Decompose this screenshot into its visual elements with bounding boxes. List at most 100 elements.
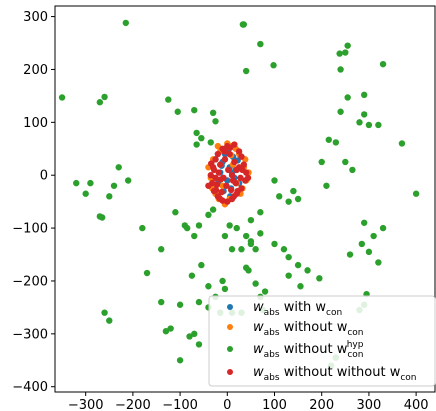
legend-marker [227, 346, 233, 352]
data-point-s3-23 [217, 161, 224, 168]
data-point-s3-30 [227, 186, 235, 194]
data-point-s2-69 [285, 272, 292, 279]
data-point-s2-90 [106, 317, 113, 324]
legend-text-part: w [253, 300, 264, 315]
data-point-s2-66 [205, 283, 212, 290]
data-point-s2-48 [205, 211, 212, 219]
data-point-s3-49 [216, 195, 223, 202]
data-point-s2-17 [174, 108, 181, 115]
data-point-s3-46 [244, 174, 252, 182]
data-point-s2-7 [379, 60, 387, 68]
data-point-s3-44 [226, 144, 234, 151]
data-point-s2-53 [221, 232, 229, 240]
data-point-s2-104 [375, 259, 382, 266]
data-point-s2-117 [257, 209, 264, 216]
data-point-s2-14 [165, 96, 172, 103]
data-point-s2-62 [245, 267, 252, 274]
data-point-s2-116 [285, 198, 292, 205]
data-point-s2-20 [212, 118, 219, 125]
data-point-s3-48 [230, 193, 238, 200]
legend-entry: wabs with wcon [253, 300, 342, 318]
data-point-s2-95 [195, 298, 203, 306]
data-point-s3-38 [229, 177, 237, 184]
x-tick-label: −200 [115, 398, 151, 411]
data-point-s2-64 [188, 272, 196, 279]
data-point-s2-105 [360, 219, 368, 226]
data-point-s3-35 [210, 166, 218, 174]
data-point-s2-41 [96, 213, 104, 220]
data-point-s2-36 [124, 177, 132, 184]
data-point-s2-43 [172, 209, 179, 216]
data-point-s2-118 [247, 216, 255, 224]
data-point-s3-45 [221, 148, 228, 155]
data-point-s2-91 [143, 269, 151, 277]
data-point-s2-120 [158, 246, 165, 253]
data-point-s2-82 [186, 333, 193, 340]
data-point-s2-15 [344, 94, 351, 101]
data-point-s3-3 [235, 148, 243, 155]
plot-frame [54, 5, 436, 393]
data-point-s2-24 [207, 139, 214, 146]
data-point-s2-109 [337, 108, 344, 115]
y-tick-label: 200 [23, 63, 48, 78]
legend-entry: wabs without wcon [253, 320, 364, 338]
y-tick-label: 0 [40, 169, 48, 184]
data-point-s3-21 [221, 156, 229, 163]
data-point-s2-28 [360, 111, 368, 118]
data-point-s3-26 [228, 172, 236, 179]
data-point-s2-34 [115, 164, 122, 171]
data-point-s2-102 [358, 240, 366, 248]
legend-text-part: with w [280, 300, 327, 315]
data-point-s2-51 [233, 224, 240, 232]
data-point-s2-110 [318, 158, 325, 166]
legend-text-part: con [326, 308, 342, 318]
x-tick-label: 400 [404, 398, 429, 411]
data-point-s2-80 [167, 325, 174, 332]
data-point-s3-41 [212, 186, 220, 194]
data-point-s2-3 [344, 42, 351, 49]
data-point-s2-13 [101, 93, 108, 101]
legend-entry: wabs without wconhyp [253, 340, 364, 360]
data-point-s3-43 [208, 160, 215, 167]
data-point-s2-45 [183, 224, 191, 232]
data-point-s2-74 [304, 267, 311, 274]
data-point-s2-8 [270, 62, 277, 69]
x-tick-label: 200 [309, 398, 334, 411]
data-point-s2-68 [261, 288, 269, 295]
data-point-s3-34 [237, 174, 244, 182]
data-point-s3-22 [231, 158, 238, 166]
legend-text-part: abs [264, 308, 280, 318]
data-point-s2-29 [365, 121, 373, 129]
data-point-s2-52 [242, 232, 250, 240]
data-point-s2-32 [342, 158, 349, 166]
data-point-s2-103 [365, 248, 373, 256]
data-point-s3-7 [240, 161, 248, 168]
data-point-s2-23 [193, 141, 200, 148]
legend-text-part: without w [280, 320, 348, 335]
legend-text-part: w [253, 320, 264, 335]
x-tick-label: 300 [356, 398, 381, 411]
data-point-s2-37 [82, 190, 89, 197]
data-point-s2-40 [87, 179, 94, 187]
data-point-s2-83 [195, 341, 203, 348]
legend-text-part: w [253, 342, 264, 357]
data-point-s2-106 [379, 224, 387, 232]
data-point-s2-9 [242, 67, 250, 75]
data-point-s2-119 [139, 224, 146, 232]
data-point-s2-108 [412, 190, 420, 197]
data-point-s2-31 [398, 140, 406, 147]
data-point-s3-33 [212, 174, 219, 182]
data-point-s2-84 [191, 330, 198, 338]
legend-text-part: con [400, 373, 416, 383]
data-point-s2-33 [349, 166, 356, 174]
data-point-s2-16 [360, 91, 368, 99]
data-point-s2-38 [106, 193, 113, 200]
data-point-s2-35 [110, 182, 118, 189]
data-point-s2-114 [271, 177, 278, 184]
data-point-s2-27 [356, 119, 363, 126]
legend-text-part: w [253, 365, 264, 380]
legend-marker [227, 304, 233, 310]
y-tick-label: −300 [12, 327, 48, 342]
